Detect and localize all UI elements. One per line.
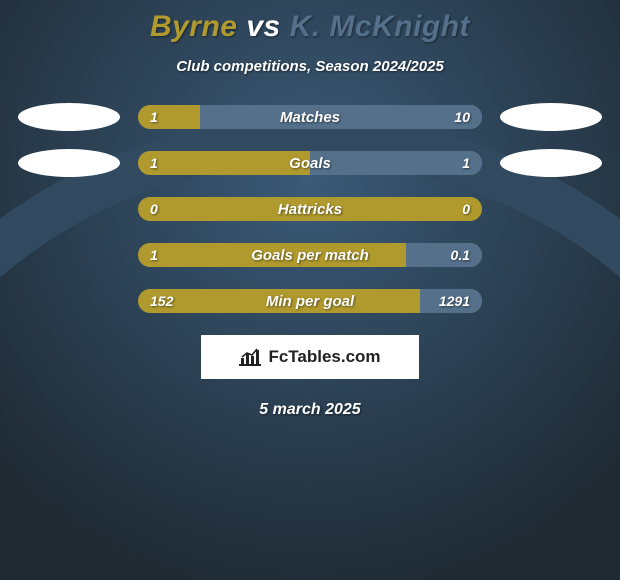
stat-row: 110Matches [0, 105, 620, 129]
stat-bar: 110Matches [138, 105, 482, 129]
infographic-root: Byrne vs K. McKnight Club competitions, … [0, 0, 620, 419]
branding-text: FcTables.com [268, 347, 380, 367]
stat-row: 10.1Goals per match [0, 243, 620, 267]
stat-bar-right-segment [420, 289, 482, 313]
page-title: Byrne vs K. McKnight [0, 10, 620, 44]
player-a-marker [18, 149, 120, 177]
title-player-a: Byrne [150, 10, 238, 43]
stat-bar-right-segment [406, 243, 482, 267]
stat-row: 11Goals [0, 151, 620, 175]
stat-row: 0 0Hattricks [0, 197, 620, 221]
date-text: 5 march 2025 [0, 401, 620, 419]
player-b-marker [500, 103, 602, 131]
stat-value-a: 152 [150, 289, 173, 313]
stat-value-a: 1 [150, 151, 158, 175]
stat-bar-right-segment [310, 151, 482, 175]
stat-bar: 1521291Min per goal [138, 289, 482, 313]
stat-value-b: 0 [462, 197, 470, 221]
bars-chart-icon [239, 348, 261, 366]
title-vs: vs [246, 10, 280, 43]
stat-rows: 110Matches 11Goals 0 0Hattricks 10.1Goals pe… [0, 105, 620, 313]
branding-badge: FcTables.com [201, 335, 419, 379]
subtitle: Club competitions, Season 2024/2025 [0, 58, 620, 75]
stat-label: Hattricks [138, 197, 482, 221]
stat-bar: 11Goals [138, 151, 482, 175]
stat-bar: 10.1Goals per match [138, 243, 482, 267]
stat-value-a: 1 [150, 105, 158, 129]
stat-value-a: 0 [150, 197, 158, 221]
stat-bar: 0 0Hattricks [138, 197, 482, 221]
player-a-marker [18, 103, 120, 131]
stat-bar-right-segment [200, 105, 482, 129]
title-player-b: K. McKnight [290, 10, 470, 43]
stat-value-a: 1 [150, 243, 158, 267]
player-b-marker [500, 149, 602, 177]
stat-row: 1521291Min per goal [0, 289, 620, 313]
